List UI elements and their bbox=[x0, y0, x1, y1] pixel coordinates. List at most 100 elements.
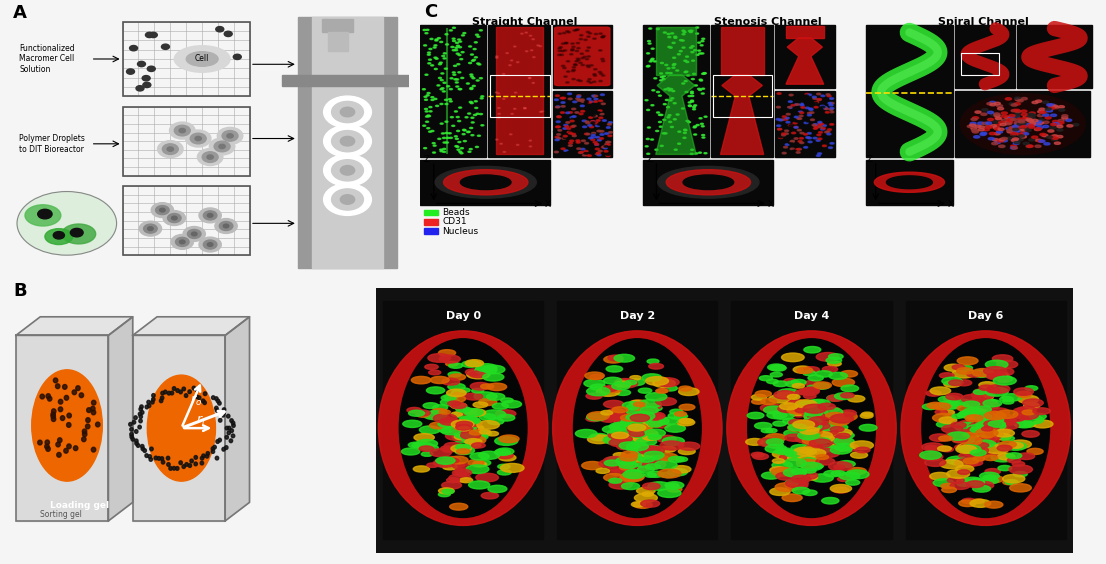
Circle shape bbox=[608, 432, 626, 439]
Circle shape bbox=[985, 411, 999, 415]
Circle shape bbox=[467, 428, 487, 435]
Circle shape bbox=[789, 94, 793, 96]
Circle shape bbox=[635, 494, 657, 502]
Circle shape bbox=[592, 133, 596, 134]
Circle shape bbox=[478, 430, 491, 436]
Circle shape bbox=[1046, 136, 1053, 138]
Circle shape bbox=[983, 400, 1002, 407]
Circle shape bbox=[72, 390, 76, 395]
Circle shape bbox=[229, 439, 232, 443]
Circle shape bbox=[626, 446, 641, 452]
Circle shape bbox=[1050, 126, 1056, 129]
Circle shape bbox=[599, 130, 604, 132]
Circle shape bbox=[985, 415, 997, 420]
Circle shape bbox=[960, 365, 972, 370]
Circle shape bbox=[225, 435, 229, 439]
Circle shape bbox=[134, 416, 137, 420]
Circle shape bbox=[945, 401, 957, 406]
Circle shape bbox=[619, 454, 637, 461]
Circle shape bbox=[452, 50, 456, 51]
Circle shape bbox=[1035, 100, 1042, 103]
Circle shape bbox=[495, 92, 498, 93]
Circle shape bbox=[823, 107, 827, 108]
Circle shape bbox=[472, 462, 487, 467]
Circle shape bbox=[609, 409, 625, 415]
Circle shape bbox=[215, 141, 230, 152]
Circle shape bbox=[167, 391, 170, 395]
Circle shape bbox=[656, 398, 677, 406]
Circle shape bbox=[1018, 453, 1034, 460]
Circle shape bbox=[453, 424, 469, 430]
Circle shape bbox=[564, 42, 567, 43]
Circle shape bbox=[557, 48, 561, 49]
Circle shape bbox=[766, 439, 783, 445]
Circle shape bbox=[571, 49, 574, 50]
Circle shape bbox=[682, 47, 685, 48]
Circle shape bbox=[972, 117, 979, 119]
Circle shape bbox=[755, 391, 771, 397]
Circle shape bbox=[152, 394, 155, 397]
Circle shape bbox=[1022, 122, 1027, 125]
Circle shape bbox=[458, 142, 461, 143]
Circle shape bbox=[658, 114, 661, 116]
Circle shape bbox=[977, 425, 994, 431]
Circle shape bbox=[577, 100, 582, 102]
Circle shape bbox=[922, 404, 938, 409]
Circle shape bbox=[991, 453, 1014, 462]
Circle shape bbox=[668, 412, 686, 419]
Circle shape bbox=[225, 31, 232, 37]
Circle shape bbox=[577, 139, 582, 140]
Circle shape bbox=[812, 437, 824, 442]
Circle shape bbox=[792, 384, 804, 388]
Circle shape bbox=[561, 105, 565, 107]
Circle shape bbox=[825, 131, 828, 133]
Circle shape bbox=[932, 413, 956, 422]
Circle shape bbox=[596, 112, 601, 113]
Circle shape bbox=[804, 425, 821, 431]
Circle shape bbox=[826, 117, 831, 118]
Circle shape bbox=[562, 65, 565, 67]
Circle shape bbox=[970, 124, 975, 126]
Circle shape bbox=[990, 423, 1005, 429]
Circle shape bbox=[622, 483, 639, 490]
Circle shape bbox=[979, 126, 984, 129]
Circle shape bbox=[572, 46, 575, 47]
Circle shape bbox=[458, 89, 461, 90]
Circle shape bbox=[566, 139, 571, 140]
Circle shape bbox=[457, 116, 459, 118]
Circle shape bbox=[983, 455, 998, 461]
Circle shape bbox=[626, 424, 648, 431]
Circle shape bbox=[987, 385, 1010, 393]
Circle shape bbox=[758, 438, 781, 447]
Circle shape bbox=[442, 138, 446, 139]
Circle shape bbox=[448, 133, 451, 134]
Circle shape bbox=[143, 82, 150, 87]
Circle shape bbox=[700, 45, 703, 46]
Circle shape bbox=[576, 140, 580, 142]
Circle shape bbox=[966, 415, 983, 422]
Circle shape bbox=[613, 453, 626, 457]
Circle shape bbox=[630, 425, 645, 431]
Circle shape bbox=[1010, 126, 1015, 129]
Circle shape bbox=[789, 107, 792, 108]
Circle shape bbox=[855, 447, 870, 453]
Circle shape bbox=[957, 434, 968, 439]
Circle shape bbox=[1052, 135, 1057, 137]
Circle shape bbox=[466, 409, 486, 416]
Circle shape bbox=[589, 126, 594, 127]
Ellipse shape bbox=[960, 94, 1085, 155]
Circle shape bbox=[827, 95, 831, 97]
Circle shape bbox=[994, 128, 1001, 130]
Circle shape bbox=[586, 133, 589, 135]
Circle shape bbox=[974, 428, 992, 435]
Circle shape bbox=[597, 130, 601, 132]
Circle shape bbox=[167, 214, 181, 223]
Circle shape bbox=[424, 403, 438, 408]
Circle shape bbox=[693, 134, 697, 135]
Text: Functionalized
Macromer Cell
Solution: Functionalized Macromer Cell Solution bbox=[19, 44, 74, 74]
Circle shape bbox=[441, 133, 445, 134]
Circle shape bbox=[604, 400, 624, 408]
Circle shape bbox=[985, 360, 1008, 369]
Circle shape bbox=[637, 466, 655, 473]
Circle shape bbox=[686, 56, 689, 57]
